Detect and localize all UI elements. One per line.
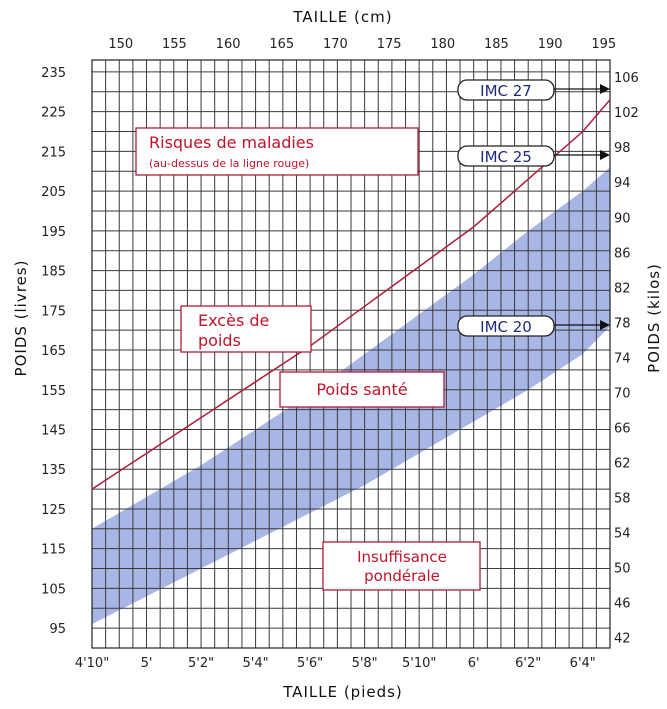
underweight-box [322,541,481,591]
underweight-label-line1: Insuffisance [357,548,447,566]
bottom-tick-label: 5'10" [402,656,436,671]
right-tick-label: 70 [614,386,631,401]
right-tick-label: 78 [614,316,631,331]
right-tick-label: 82 [614,281,631,296]
left-axis-title: POIDS (livres) [12,260,30,377]
overweight-label-line2: poids [198,331,241,350]
left-tick-label: 225 [41,106,66,121]
top-tick-label: 165 [269,37,294,52]
left-tick-label: 195 [41,225,66,240]
right-tick-label: 50 [614,562,631,577]
imc20-arrow-head [600,320,610,330]
healthy-label: Poids santé [316,380,407,399]
right-tick-label: 62 [614,457,631,472]
right-tick-label: 94 [614,176,631,191]
left-tick-label: 215 [41,145,66,160]
left-tick-label: 145 [41,423,66,438]
bottom-tick-label: 5'2" [188,656,214,671]
top-tick-label: 175 [377,37,402,52]
axis-ticks: 235 225 215 205 195 185 175 165 155 145 135 125 115 1… [41,37,639,671]
top-tick-label: 160 [216,37,241,52]
imc27-box [457,79,555,101]
bottom-tick-label: 5'8" [352,656,378,671]
left-tick-label: 205 [41,185,66,200]
imc27-label: IMC 27 [480,82,532,100]
risk-zone-box [135,127,419,176]
top-tick-label: 185 [484,37,509,52]
overweight-box [180,305,312,353]
risk-zone-title: Risques de maladies [149,133,314,152]
right-tick-label: 54 [614,527,631,542]
imc25-label: IMC 25 [480,148,532,166]
top-tick-label: 195 [591,37,616,52]
left-tick-label: 155 [41,384,66,399]
left-tick-label: 105 [41,582,66,597]
overweight-label-line1: Excès de [198,311,269,330]
left-tick-label: 235 [41,66,66,81]
right-tick-label: 46 [614,597,631,612]
imc25-box [457,145,555,167]
right-tick-label: 102 [614,106,639,121]
imc20-label: IMC 20 [480,318,532,336]
annotations: Risques de maladies (au-dessus de la lign… [135,79,610,591]
healthy-box [279,371,445,408]
left-tick-label: 185 [41,265,66,280]
right-tick-label: 42 [614,632,631,647]
imc20-box [457,315,555,337]
underweight-label-line2: pondérale [364,567,440,585]
left-tick-label: 135 [41,463,66,478]
bottom-tick-label: 6'2" [515,656,541,671]
right-tick-label: 66 [614,421,631,436]
bottom-tick-label: 6' [468,656,480,671]
right-tick-label: 98 [614,141,631,156]
left-tick-label: 95 [49,622,66,637]
right-tick-label: 86 [614,246,631,261]
left-tick-label: 115 [41,543,66,558]
right-tick-label: 74 [614,351,631,366]
bottom-tick-label: 5'6" [297,656,323,671]
right-axis-title: POIDS (kilos) [645,263,663,373]
bottom-tick-label: 4'10" [75,656,109,671]
right-tick-label: 90 [614,211,631,226]
top-tick-label: 155 [162,37,187,52]
left-tick-label: 175 [41,304,66,319]
top-tick-label: 170 [323,37,348,52]
imc27-arrow-head [600,84,610,94]
bottom-tick-label: 5' [141,656,153,671]
plot-frame [91,59,611,649]
bottom-tick-label: 6'4" [570,656,596,671]
top-tick-label: 190 [538,37,563,52]
top-tick-label: 180 [430,37,455,52]
left-tick-label: 165 [41,344,66,359]
top-axis-title: TAILLE (cm) [292,8,392,26]
bottom-axis-title: TAILLE (pieds) [282,683,403,701]
right-tick-label: 58 [614,492,631,507]
left-tick-label: 125 [41,503,66,518]
bottom-tick-label: 5'4" [243,656,269,671]
imc25-arrow-head [600,150,610,160]
risk-zone-subtitle: (au-dessus de la ligne rouge) [149,157,309,170]
top-tick-label: 150 [108,37,133,52]
right-tick-label: 106 [614,71,639,86]
